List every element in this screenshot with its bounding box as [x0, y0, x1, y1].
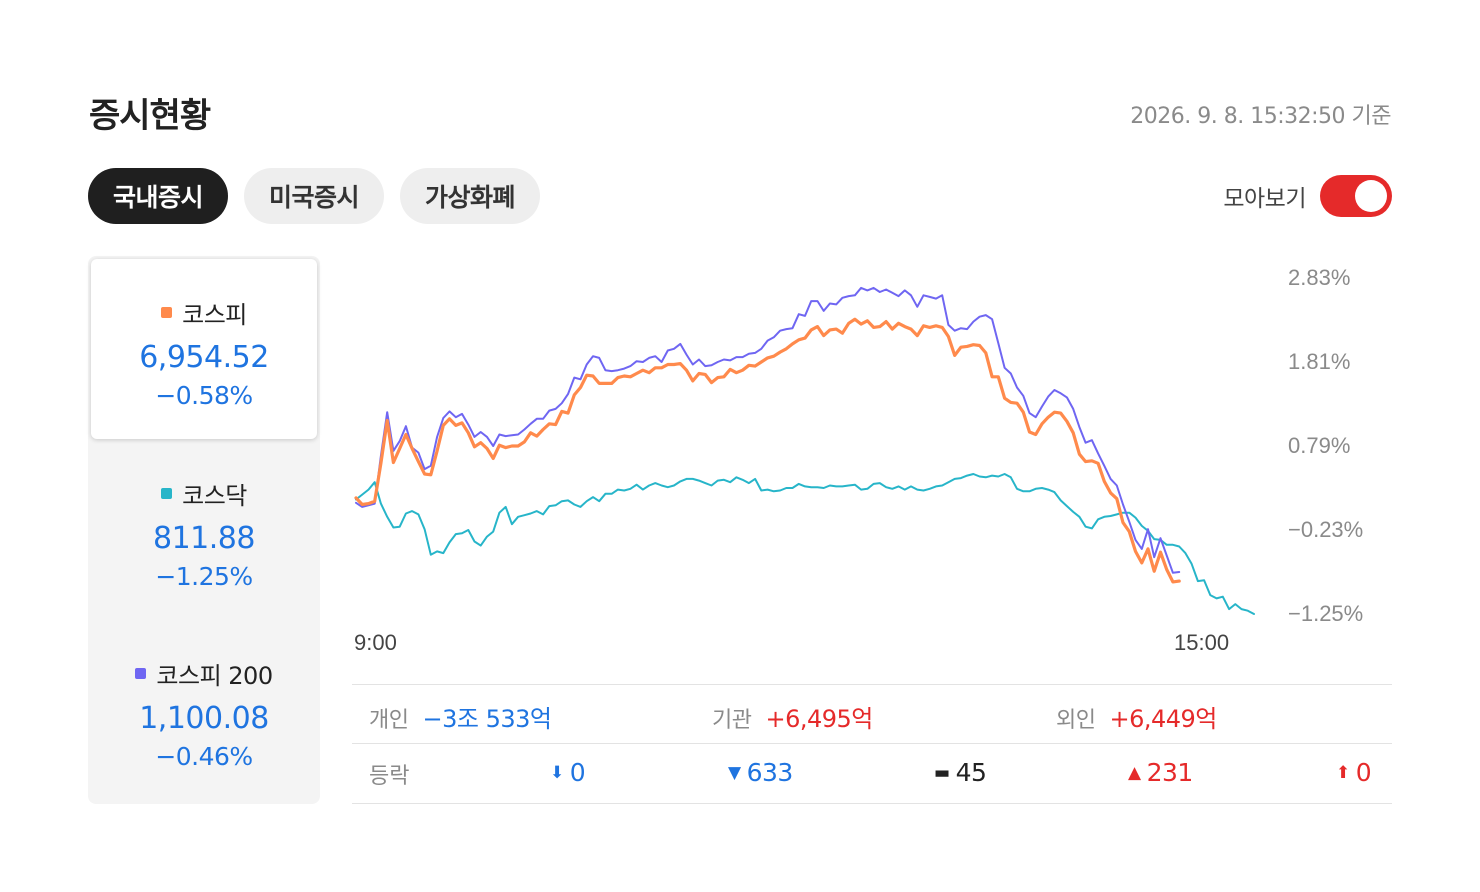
- up-triangle-icon: ▲: [1128, 762, 1141, 783]
- index-name: 코스피 200: [156, 662, 273, 690]
- view-all-toggle[interactable]: [1320, 175, 1392, 217]
- y-axis-labels: 2.83% 1.81% 0.79% −0.23% −1.25%: [1288, 265, 1363, 626]
- investor-value: −3조 533억: [422, 705, 552, 733]
- toggle-knob: [1355, 180, 1387, 212]
- y-tick-label: −0.23%: [1288, 517, 1363, 542]
- down-triangle-icon: ▼: [728, 762, 741, 783]
- y-tick-label: 0.79%: [1288, 433, 1350, 458]
- investor-label: 외인: [1056, 708, 1096, 733]
- update-timestamp: 2026. 9. 8. 15:32:50 기준: [1130, 104, 1391, 129]
- decline-count: ▼ 633: [728, 758, 793, 787]
- investor-label: 개인: [369, 708, 409, 733]
- index-card-kospi[interactable]: 코스피 6,954.52 −0.58%: [91, 259, 317, 439]
- index-name: 코스피: [182, 301, 247, 329]
- line-chart: 2.83% 1.81% 0.79% −0.23% −1.25% 9:00 15:…: [354, 265, 1363, 655]
- index-change: −0.58%: [155, 381, 253, 410]
- advance-decline-row: 등락 ⬇ 0 ▼ 633 ▬ 45 ▲ 231 ⬆ 0: [352, 744, 1392, 804]
- index-list: 코스피 6,954.52 −0.58% 코스닥 811.88 −1.25% 코스…: [88, 256, 320, 804]
- investor-label: 기관: [712, 708, 752, 733]
- count-value: 231: [1146, 758, 1194, 787]
- series-line-kospi: [354, 317, 1181, 584]
- investor-value: +6,495억: [765, 705, 873, 733]
- advance-count: ▲ 231: [1128, 758, 1193, 787]
- series-line-kosdaq: [355, 473, 1255, 615]
- kosdaq-color-marker: [161, 488, 173, 499]
- page-title: 증시현황: [89, 96, 211, 136]
- upper-limit-count: ⬆ 0: [1336, 758, 1372, 787]
- index-change: −0.46%: [155, 742, 253, 771]
- index-value: 1,100.08: [139, 701, 269, 736]
- tab-us[interactable]: 미국증시: [244, 168, 385, 224]
- series-line-kospi200: [355, 286, 1181, 574]
- unchanged-count: ▬ 45: [934, 758, 987, 787]
- y-tick-label: −1.25%: [1288, 601, 1363, 626]
- index-chart: 2.83% 1.81% 0.79% −0.23% −1.25% 9:00 15:…: [340, 256, 1392, 676]
- investor-foreign: 외인 +6,449억: [1056, 699, 1217, 734]
- advance-decline-label: 등락: [369, 764, 410, 789]
- flat-dash-icon: ▬: [934, 762, 950, 783]
- market-tabs: 국내증시 미국증시 가상화폐: [88, 168, 541, 224]
- kospi200-color-marker: [135, 668, 147, 679]
- upper-limit-arrow-icon: ⬆: [1336, 762, 1350, 783]
- kospi-color-marker: [161, 307, 173, 318]
- tab-domestic[interactable]: 국내증시: [88, 168, 229, 224]
- tab-crypto[interactable]: 가상화폐: [400, 168, 541, 224]
- index-card-kosdaq[interactable]: 코스닥 811.88 −1.25%: [88, 440, 320, 620]
- count-value: 633: [746, 758, 794, 787]
- lower-limit-arrow-icon: ⬇: [550, 762, 564, 783]
- investor-flow-row: 개인 −3조 533억 기관 +6,495억 외인 +6,449억: [352, 684, 1392, 744]
- x-tick-label: 15:00: [1174, 630, 1229, 655]
- x-axis-labels: 9:00 15:00: [354, 630, 1229, 655]
- view-all-toggle-group: 모아보기: [1223, 175, 1392, 217]
- index-value: 6,954.52: [139, 340, 269, 375]
- index-value: 811.88: [153, 521, 255, 556]
- series-layer: [354, 286, 1255, 615]
- count-value: 0: [1355, 758, 1372, 787]
- lower-limit-count: ⬇ 0: [550, 758, 586, 787]
- investor-value: +6,449억: [1109, 705, 1217, 733]
- investor-individual: 개인 −3조 533억: [369, 699, 552, 734]
- count-value: 45: [955, 758, 987, 787]
- y-tick-label: 2.83%: [1288, 265, 1350, 290]
- view-all-label: 모아보기: [1223, 186, 1306, 212]
- y-tick-label: 1.81%: [1288, 349, 1350, 374]
- x-tick-label: 9:00: [354, 630, 397, 655]
- index-card-kospi200[interactable]: 코스피 200 1,100.08 −0.46%: [88, 620, 320, 800]
- index-name: 코스닥: [182, 482, 247, 510]
- count-value: 0: [569, 758, 586, 787]
- investor-institution: 기관 +6,495억: [712, 699, 873, 734]
- index-change: −1.25%: [155, 562, 253, 591]
